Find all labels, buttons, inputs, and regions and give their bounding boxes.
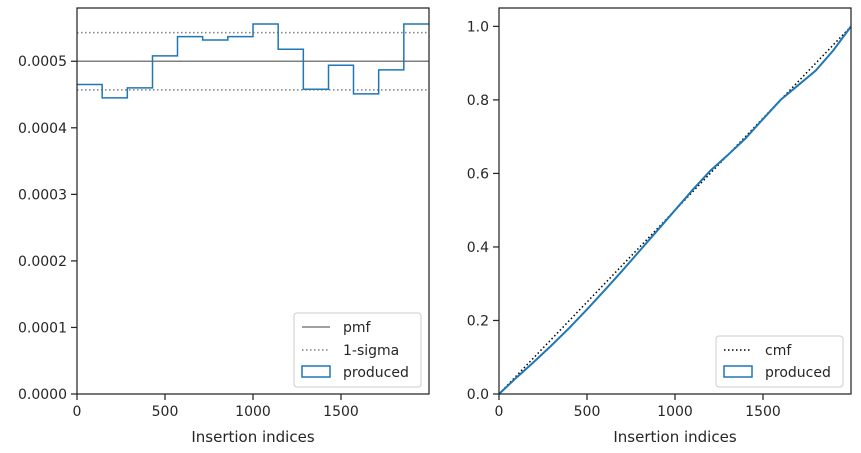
right-legend-cmf-label: cmf: [765, 343, 792, 359]
right-plot-marks: [498, 25, 852, 395]
left-x-tick-label: 1500: [323, 404, 359, 420]
left-legend-sigma-label: 1-sigma: [343, 343, 399, 359]
left-legend-pmf-label: pmf: [343, 320, 372, 336]
right-x-tick-label: 1500: [745, 404, 781, 420]
right-y-tick-label: 0.2: [467, 313, 489, 329]
left-y-tick-label: 0.0000: [18, 387, 67, 403]
left-axes-frame: [76, 7, 430, 395]
left-y-tick-label: 0.0003: [18, 187, 67, 203]
right-chart: 0 500 1000 1500 0.0 0.2 0.4 0.6 0.8 1.0 Insertion…: [467, 7, 852, 446]
right-y-tick-label: 0.4: [467, 240, 489, 256]
left-y-tick-label: 0.0005: [18, 54, 67, 70]
left-plot-marks: [77, 23, 429, 99]
left-legend-box: [293, 312, 422, 388]
right-legend: cmf produced: [715, 335, 844, 388]
left-legend: pmf 1-sigma produced: [293, 312, 422, 388]
left-y-tick-label: 0.0004: [18, 121, 67, 137]
left-x-axis-label: Insertion indices: [191, 428, 314, 446]
right-x-tick-label: 0: [495, 404, 504, 420]
left-chart: 0 500 1000 1500 0.0000 0.0001 0.0002 0.0003 0.00…: [18, 7, 430, 446]
left-y-tick-label: 0.0002: [18, 254, 67, 270]
right-y-tick-label: 0.0: [467, 387, 489, 403]
left-axis-ticks: 0 500 1000 1500 0.0000 0.0001 0.0002 0.0003 0.00…: [18, 54, 359, 420]
right-legend-produced-swatch: [723, 365, 753, 378]
right-x-tick-label: 1000: [657, 404, 693, 420]
left-y-tick-label: 0.0001: [18, 320, 67, 336]
right-x-axis-label: Insertion indices: [613, 428, 736, 446]
left-legend-produced-swatch: [301, 365, 331, 378]
cmf-line: [498, 25, 852, 395]
right-y-tick-label: 1.0: [467, 19, 489, 35]
right-legend-box: [715, 335, 844, 388]
produced-histogram: [77, 23, 429, 99]
left-x-tick-label: 500: [152, 404, 179, 420]
right-legend-produced-label: produced: [765, 365, 831, 381]
right-axis-ticks: 0 500 1000 1500 0.0 0.2 0.4 0.6 0.8 1.0: [467, 19, 781, 420]
left-x-tick-label: 0: [73, 404, 82, 420]
left-legend-produced-label: produced: [343, 365, 409, 381]
left-x-tick-label: 1000: [235, 404, 271, 420]
right-y-tick-label: 0.6: [467, 166, 489, 182]
right-x-tick-label: 500: [574, 404, 601, 420]
produced-cumulative-line: [498, 25, 852, 395]
right-y-tick-label: 0.8: [467, 93, 489, 109]
right-axes-frame: [498, 7, 852, 395]
